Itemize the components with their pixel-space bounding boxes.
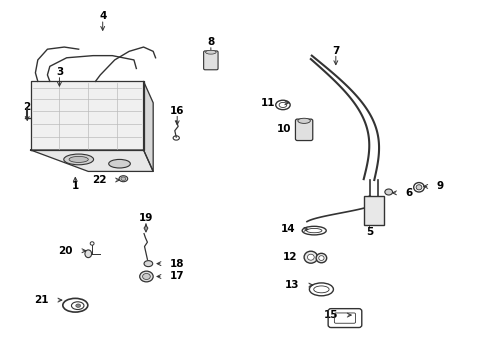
FancyBboxPatch shape <box>203 51 218 70</box>
Text: 5: 5 <box>365 227 372 237</box>
Text: 15: 15 <box>323 310 338 320</box>
Text: 8: 8 <box>207 37 214 47</box>
Text: 19: 19 <box>139 213 153 223</box>
Ellipse shape <box>69 156 88 162</box>
Polygon shape <box>143 81 153 171</box>
Text: 18: 18 <box>170 258 184 269</box>
Ellipse shape <box>307 254 314 260</box>
Ellipse shape <box>121 177 125 180</box>
Text: 4: 4 <box>99 12 106 22</box>
Ellipse shape <box>315 253 326 263</box>
Ellipse shape <box>85 250 91 258</box>
Ellipse shape <box>108 159 130 168</box>
Ellipse shape <box>119 176 127 182</box>
Text: 21: 21 <box>34 295 49 305</box>
Text: 9: 9 <box>436 181 443 192</box>
Polygon shape <box>31 150 153 171</box>
Ellipse shape <box>144 261 152 267</box>
Text: 6: 6 <box>405 188 412 198</box>
Ellipse shape <box>205 50 216 54</box>
Text: 10: 10 <box>276 123 290 134</box>
Ellipse shape <box>384 189 392 195</box>
Ellipse shape <box>140 271 153 282</box>
Text: 2: 2 <box>23 102 31 112</box>
Ellipse shape <box>63 154 93 165</box>
Text: 12: 12 <box>282 252 297 262</box>
Polygon shape <box>31 81 143 150</box>
FancyBboxPatch shape <box>295 119 312 140</box>
Text: 7: 7 <box>331 46 339 56</box>
Ellipse shape <box>297 118 310 123</box>
Ellipse shape <box>76 304 81 307</box>
Ellipse shape <box>415 185 421 190</box>
Ellipse shape <box>142 274 150 279</box>
FancyBboxPatch shape <box>363 196 383 225</box>
Text: 22: 22 <box>92 175 106 185</box>
Text: 3: 3 <box>56 67 63 77</box>
Text: 16: 16 <box>170 106 184 116</box>
Ellipse shape <box>304 251 317 263</box>
Text: 11: 11 <box>261 98 275 108</box>
Text: 13: 13 <box>285 280 299 290</box>
Text: 1: 1 <box>72 181 79 191</box>
Text: 17: 17 <box>170 271 184 282</box>
Text: 14: 14 <box>280 224 294 234</box>
Ellipse shape <box>318 256 324 260</box>
Text: 20: 20 <box>58 246 73 256</box>
